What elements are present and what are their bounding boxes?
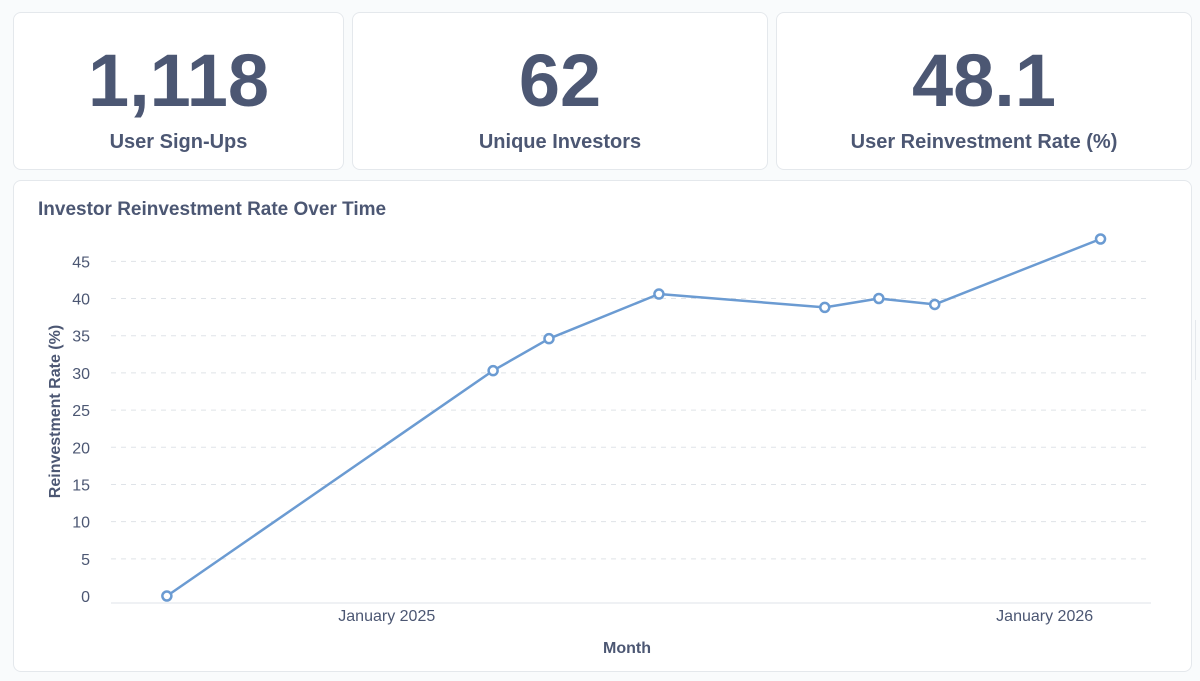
kpi-value: 1,118 [87,39,270,122]
y-tick-label: 30 [72,366,90,383]
x-tick-label: January 2026 [996,608,1093,625]
data-point [819,301,831,314]
data-point [161,590,173,602]
y-tick-label: 5 [81,552,90,569]
y-tick-label: 0 [81,589,90,606]
y-tick-label: 35 [72,329,90,346]
data-point [543,332,555,345]
y-tick-label: 25 [72,403,90,420]
chart-card[interactable]: Investor Reinvestment Rate Over Time 0 5 1… [13,180,1192,672]
y-tick-label: 10 [72,515,90,532]
kpi-card-unique-investors[interactable]: 62 Unique Investors [352,12,768,170]
kpi-card-user-signups[interactable]: 1,118 User Sign-Ups [13,12,344,170]
y-axis-title: Reinvestment Rate (%) [47,325,64,498]
data-point [487,364,499,377]
y-tick-label: 20 [72,440,90,457]
series-line [166,237,1101,598]
y-tick-label: 45 [72,254,90,271]
kpi-card-reinvestment-rate[interactable]: 48.1 User Reinvestment Rate (%) [776,12,1192,170]
data-point [1094,233,1107,245]
data-point [653,288,665,300]
kpi-value: 48.1 [911,39,1057,122]
data-point [873,292,885,305]
kpi-label: User Sign-Ups [109,131,248,153]
chart-title[interactable]: Investor Reinvestment Rate Over Time [38,199,387,220]
y-tick-label: 40 [72,292,90,309]
x-tick-label: January 2025 [338,608,435,625]
kpi-value: 62 [518,39,602,122]
kpi-label: Unique Investors [478,131,642,153]
data-point [928,298,941,311]
kpi-label: User Reinvestment Rate (%) [850,131,1118,153]
line-chart: 0 5 10 15 20 25 30 35 40 45 January 2025 January 20… [47,233,1151,657]
x-axis-title: Month [603,640,651,657]
y-tick-label: 15 [72,477,90,494]
adjacent-card-edge [1195,320,1200,380]
